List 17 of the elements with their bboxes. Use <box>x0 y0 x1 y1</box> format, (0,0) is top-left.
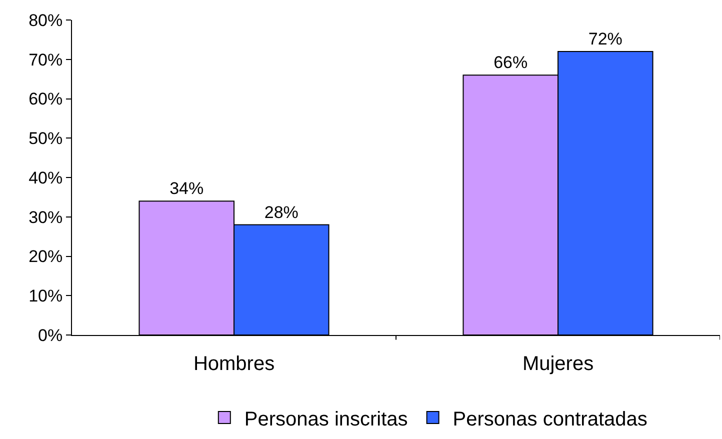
y-tick-label: 60% <box>28 90 63 109</box>
y-tick-label: 30% <box>28 208 63 227</box>
y-tick-label: 80% <box>28 10 63 30</box>
data-label: 72% <box>588 30 622 48</box>
data-label: 66% <box>494 53 528 72</box>
y-tick-label: 50% <box>28 129 63 148</box>
y-tick-label: 0% <box>38 326 63 345</box>
y-tick-label: 10% <box>28 286 63 306</box>
y-tick-label: 70% <box>28 50 63 70</box>
data-label: 28% <box>264 202 298 222</box>
x-tick-label: Mujeres <box>522 353 594 375</box>
y-tick-label: 20% <box>28 247 63 266</box>
x-tick-label: Hombres <box>193 353 275 375</box>
legend-label: Personas contratadas <box>452 408 648 430</box>
data-label: 34% <box>170 179 204 198</box>
legend-label: Personas inscritas <box>244 408 408 430</box>
y-tick-label: 40% <box>28 168 63 188</box>
